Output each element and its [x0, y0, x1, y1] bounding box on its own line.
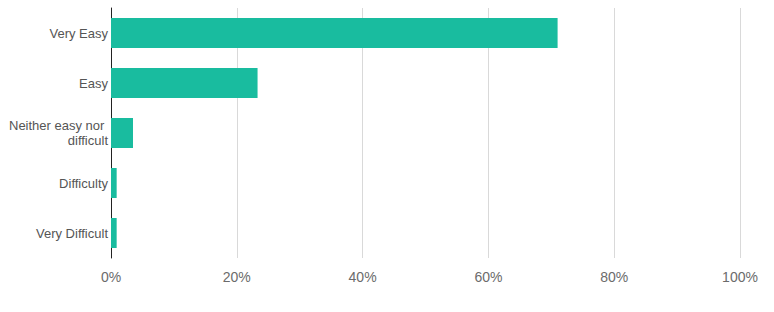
- svg-text:0%: 0%: [101, 269, 121, 285]
- svg-text:Easy: Easy: [79, 76, 108, 91]
- svg-text:Very Difficult: Very Difficult: [36, 226, 108, 241]
- svg-text:80%: 80%: [600, 269, 628, 285]
- svg-text:20%: 20%: [223, 269, 251, 285]
- svg-text:40%: 40%: [349, 269, 377, 285]
- svg-text:100%: 100%: [722, 269, 758, 285]
- svg-text:Difficulty: Difficulty: [59, 176, 108, 191]
- svg-text:Neither easy nor: Neither easy nor: [9, 118, 108, 133]
- svg-text:60%: 60%: [474, 269, 502, 285]
- svg-text:Very Easy: Very Easy: [49, 26, 108, 41]
- svg-text:difficult: difficult: [68, 133, 109, 148]
